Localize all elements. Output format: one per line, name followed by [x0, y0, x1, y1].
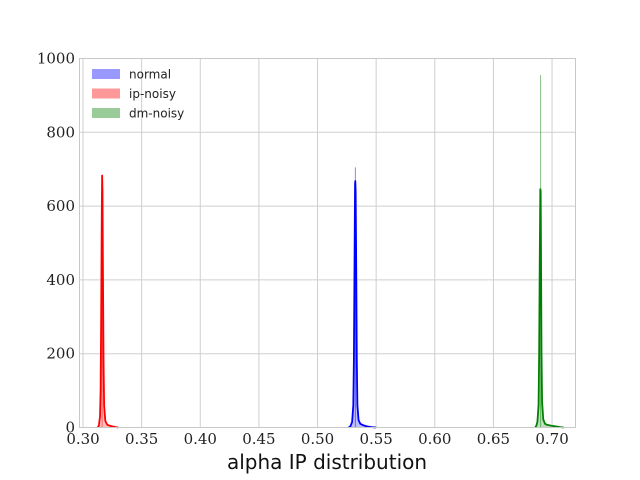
- legend-label-dm-noisy: dm-noisy: [129, 107, 184, 121]
- x-tick-label: 0.50: [301, 430, 334, 448]
- plot-background: [79, 58, 576, 428]
- x-tick-label: 0.35: [125, 430, 158, 448]
- kde-line-ip-noisy: [96, 174, 119, 429]
- legend-label-ip-noisy: ip-noisy: [129, 87, 176, 101]
- legend-swatch-normal: [92, 69, 120, 79]
- y-tick-label: 400: [46, 271, 75, 289]
- legend: normal ip-noisy dm-noisy: [92, 68, 184, 121]
- x-tick-label: 0.55: [359, 430, 392, 448]
- x-tick-label: 0.30: [66, 430, 99, 448]
- x-tick-label: 0.65: [477, 430, 510, 448]
- series-ip-noisy: [96, 174, 119, 429]
- plot-frame: [79, 58, 576, 428]
- x-tick-label: 0.70: [535, 430, 568, 448]
- x-tick-label: 0.40: [184, 430, 217, 448]
- x-tick-label: 0.60: [418, 430, 451, 448]
- y-tick-label: 600: [46, 197, 75, 215]
- legend-label-normal: normal: [129, 68, 171, 82]
- x-tick-labels: 0.30 0.35 0.40 0.45 0.50 0.55 0.60 0.65 0.70: [66, 430, 568, 448]
- series-dm-noisy: [534, 75, 564, 429]
- series-layer: [96, 75, 564, 429]
- y-tick-label: 200: [46, 345, 75, 363]
- y-tick-label: 0: [65, 419, 75, 437]
- y-tick-label: 800: [46, 123, 75, 141]
- series-normal: [348, 167, 377, 429]
- x-axis-label: alpha IP distribution: [227, 450, 427, 474]
- x-tick-label: 0.45: [242, 430, 275, 448]
- y-tick-labels: 0 200 400 600 800 1000: [37, 50, 75, 437]
- kde-line-normal: [348, 180, 377, 429]
- legend-swatch-ip-noisy: [92, 88, 120, 99]
- y-tick-label: 1000: [37, 50, 75, 68]
- legend-swatch-dm-noisy: [92, 108, 120, 118]
- kde-line-dm-noisy: [534, 188, 564, 429]
